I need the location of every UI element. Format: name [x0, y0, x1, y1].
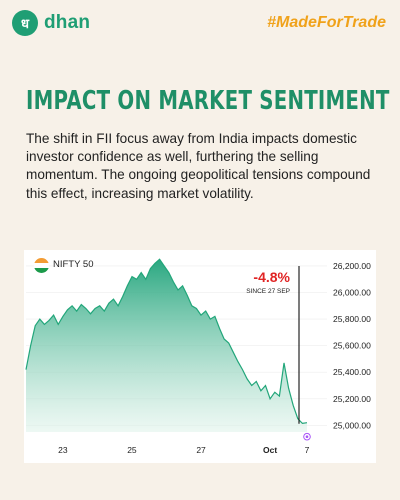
- y-tick-label: 25,000.00: [333, 420, 371, 430]
- chart-card: -4.8% SINCE 27 SEP 26,200.00 26,000.00 25,…: [24, 250, 376, 463]
- x-tick-label: Oct: [263, 445, 277, 455]
- dhan-logo: ध dhan: [12, 10, 90, 36]
- x-tick-label: 27: [196, 445, 206, 455]
- y-tick-label: 25,800.00: [333, 314, 371, 324]
- dhan-logo-icon: ध: [12, 10, 38, 36]
- annotation-value: -4.8%: [253, 269, 290, 285]
- chart-title: NIFTY 50: [53, 259, 94, 270]
- last-price-dot: [305, 435, 309, 439]
- y-tick-label: 25,200.00: [333, 394, 371, 404]
- headline: IMPACT ON MARKET SENTIMENT: [26, 86, 390, 116]
- series-line: [25, 258, 308, 425]
- y-tick-label: 25,400.00: [333, 367, 371, 377]
- series-area: [26, 259, 307, 432]
- body-text: The shift in FII focus away from India i…: [26, 131, 371, 201]
- annotation-label: SINCE 27 SEP: [246, 288, 290, 295]
- x-tick-label: 25: [127, 445, 137, 455]
- india-flag-icon: [34, 258, 49, 273]
- y-tick-label: 26,200.00: [333, 261, 371, 271]
- hashtag: #MadeForTrade: [267, 14, 386, 31]
- x-tick-label: 7: [305, 445, 310, 455]
- brand-name: dhan: [44, 12, 91, 33]
- y-tick-label: 25,600.00: [333, 341, 371, 351]
- nifty-chart: -4.8% SINCE 27 SEP 26,200.00 26,000.00 25,…: [25, 258, 371, 455]
- y-tick-label: 26,000.00: [333, 288, 371, 298]
- x-tick-label: 23: [58, 445, 68, 455]
